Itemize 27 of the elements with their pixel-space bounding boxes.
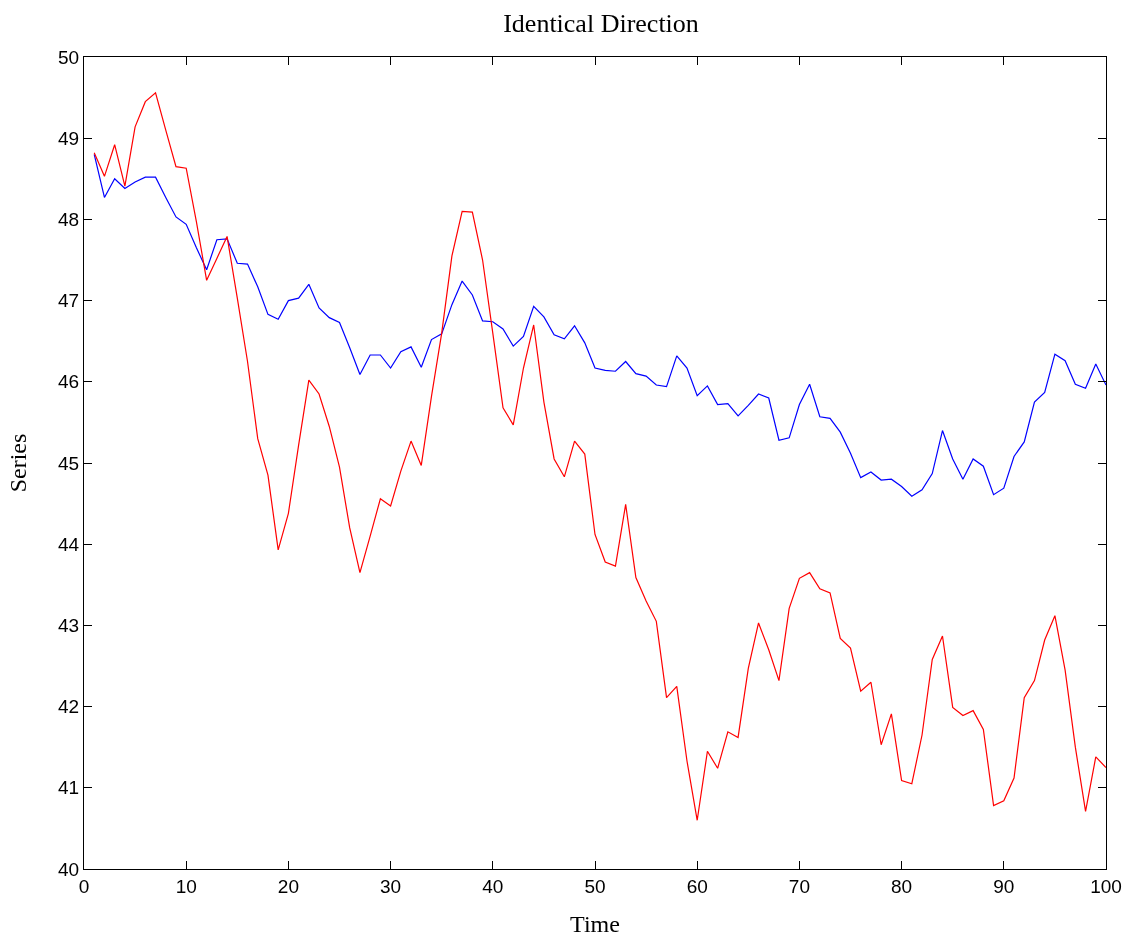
y-tick-label: 42 (58, 696, 80, 718)
y-tick-label: 40 (58, 858, 80, 880)
x-tick-label: 30 (380, 875, 402, 897)
y-tick-label: 50 (58, 46, 80, 68)
x-tick-label: 0 (78, 875, 90, 897)
x-tick-label: 80 (891, 875, 913, 897)
x-tick-label: 50 (584, 875, 606, 897)
x-axis-title: Time (570, 911, 620, 937)
y-tick-label: 49 (58, 127, 80, 149)
x-tick-label: 10 (175, 875, 197, 897)
x-tick-label: 70 (788, 875, 810, 897)
x-tick-label: 60 (686, 875, 708, 897)
y-tick-label: 45 (58, 452, 80, 474)
x-tick-label: 40 (482, 875, 504, 897)
y-tick-label: 48 (58, 209, 80, 231)
chart-title: Identical Direction (503, 9, 699, 39)
line-series (93, 153, 1106, 497)
y-tick-label: 43 (58, 615, 80, 637)
y-tick-label: 47 (58, 290, 80, 312)
y-axis-title: Series (5, 433, 31, 493)
y-tick-label: 44 (58, 533, 80, 555)
y-tick-label: 46 (58, 371, 80, 393)
x-tick-label: 100 (1090, 875, 1122, 897)
y-tick-label: 41 (58, 777, 80, 799)
x-tick-label: 20 (277, 875, 299, 897)
line-series (93, 92, 1106, 821)
x-tick-label: 90 (993, 875, 1015, 897)
